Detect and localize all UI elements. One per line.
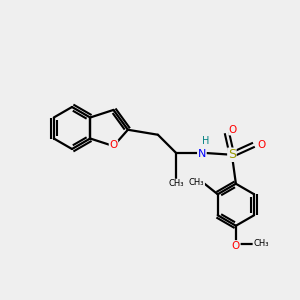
Text: O: O	[110, 140, 118, 150]
Text: H: H	[202, 136, 210, 146]
Text: N: N	[198, 149, 206, 159]
Text: O: O	[258, 140, 266, 150]
Text: CH₃: CH₃	[253, 239, 268, 248]
Text: S: S	[228, 148, 236, 161]
Text: O: O	[232, 241, 240, 251]
Text: O: O	[229, 125, 237, 135]
Text: CH₃: CH₃	[189, 178, 205, 187]
Text: CH₃: CH₃	[168, 179, 184, 188]
